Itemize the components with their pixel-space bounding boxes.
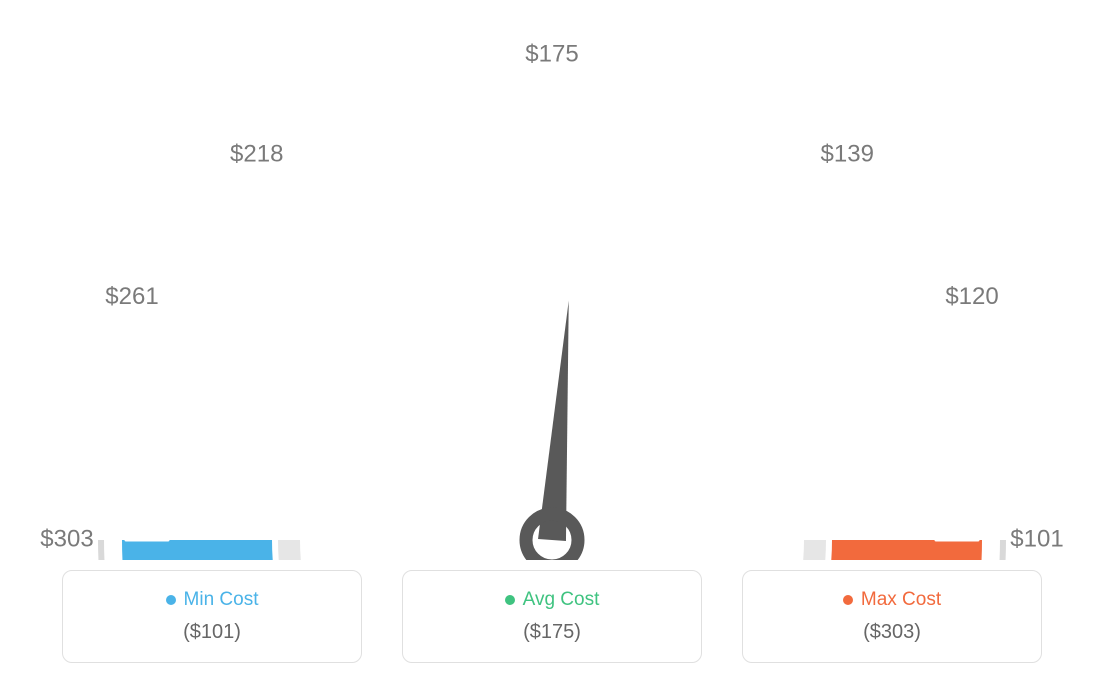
- legend-dot-avg: [505, 595, 515, 605]
- svg-text:$218: $218: [230, 141, 283, 168]
- legend-min-text: Min Cost: [184, 589, 259, 611]
- cost-gauge-chart: $101 $120 $139 $175 $218 $261 $303: [0, 0, 1104, 560]
- legend-min-cost: Min Cost ($101): [62, 570, 362, 663]
- legend-max-label: Max Cost: [843, 589, 941, 611]
- legend-avg-label: Avg Cost: [505, 589, 600, 611]
- legend-avg-value: ($175): [413, 621, 691, 644]
- legend-avg-cost: Avg Cost ($175): [402, 570, 702, 663]
- svg-text:$101: $101: [1010, 525, 1063, 552]
- legend-max-text: Max Cost: [861, 589, 941, 611]
- legend-max-value: ($303): [753, 621, 1031, 644]
- legend-dot-min: [166, 595, 176, 605]
- svg-text:$120: $120: [945, 283, 998, 310]
- legend-min-label: Min Cost: [166, 589, 259, 611]
- legend-avg-text: Avg Cost: [523, 589, 600, 611]
- legend-dot-max: [843, 595, 853, 605]
- svg-text:$175: $175: [525, 40, 578, 67]
- legend-row: Min Cost ($101) Avg Cost ($175) Max Cost…: [0, 570, 1104, 663]
- svg-text:$303: $303: [40, 525, 93, 552]
- svg-text:$139: $139: [821, 141, 874, 168]
- gauge-svg: $101 $120 $139 $175 $218 $261 $303: [0, 0, 1104, 560]
- svg-text:$261: $261: [105, 283, 158, 310]
- legend-max-cost: Max Cost ($303): [742, 570, 1042, 663]
- legend-min-value: ($101): [73, 621, 351, 644]
